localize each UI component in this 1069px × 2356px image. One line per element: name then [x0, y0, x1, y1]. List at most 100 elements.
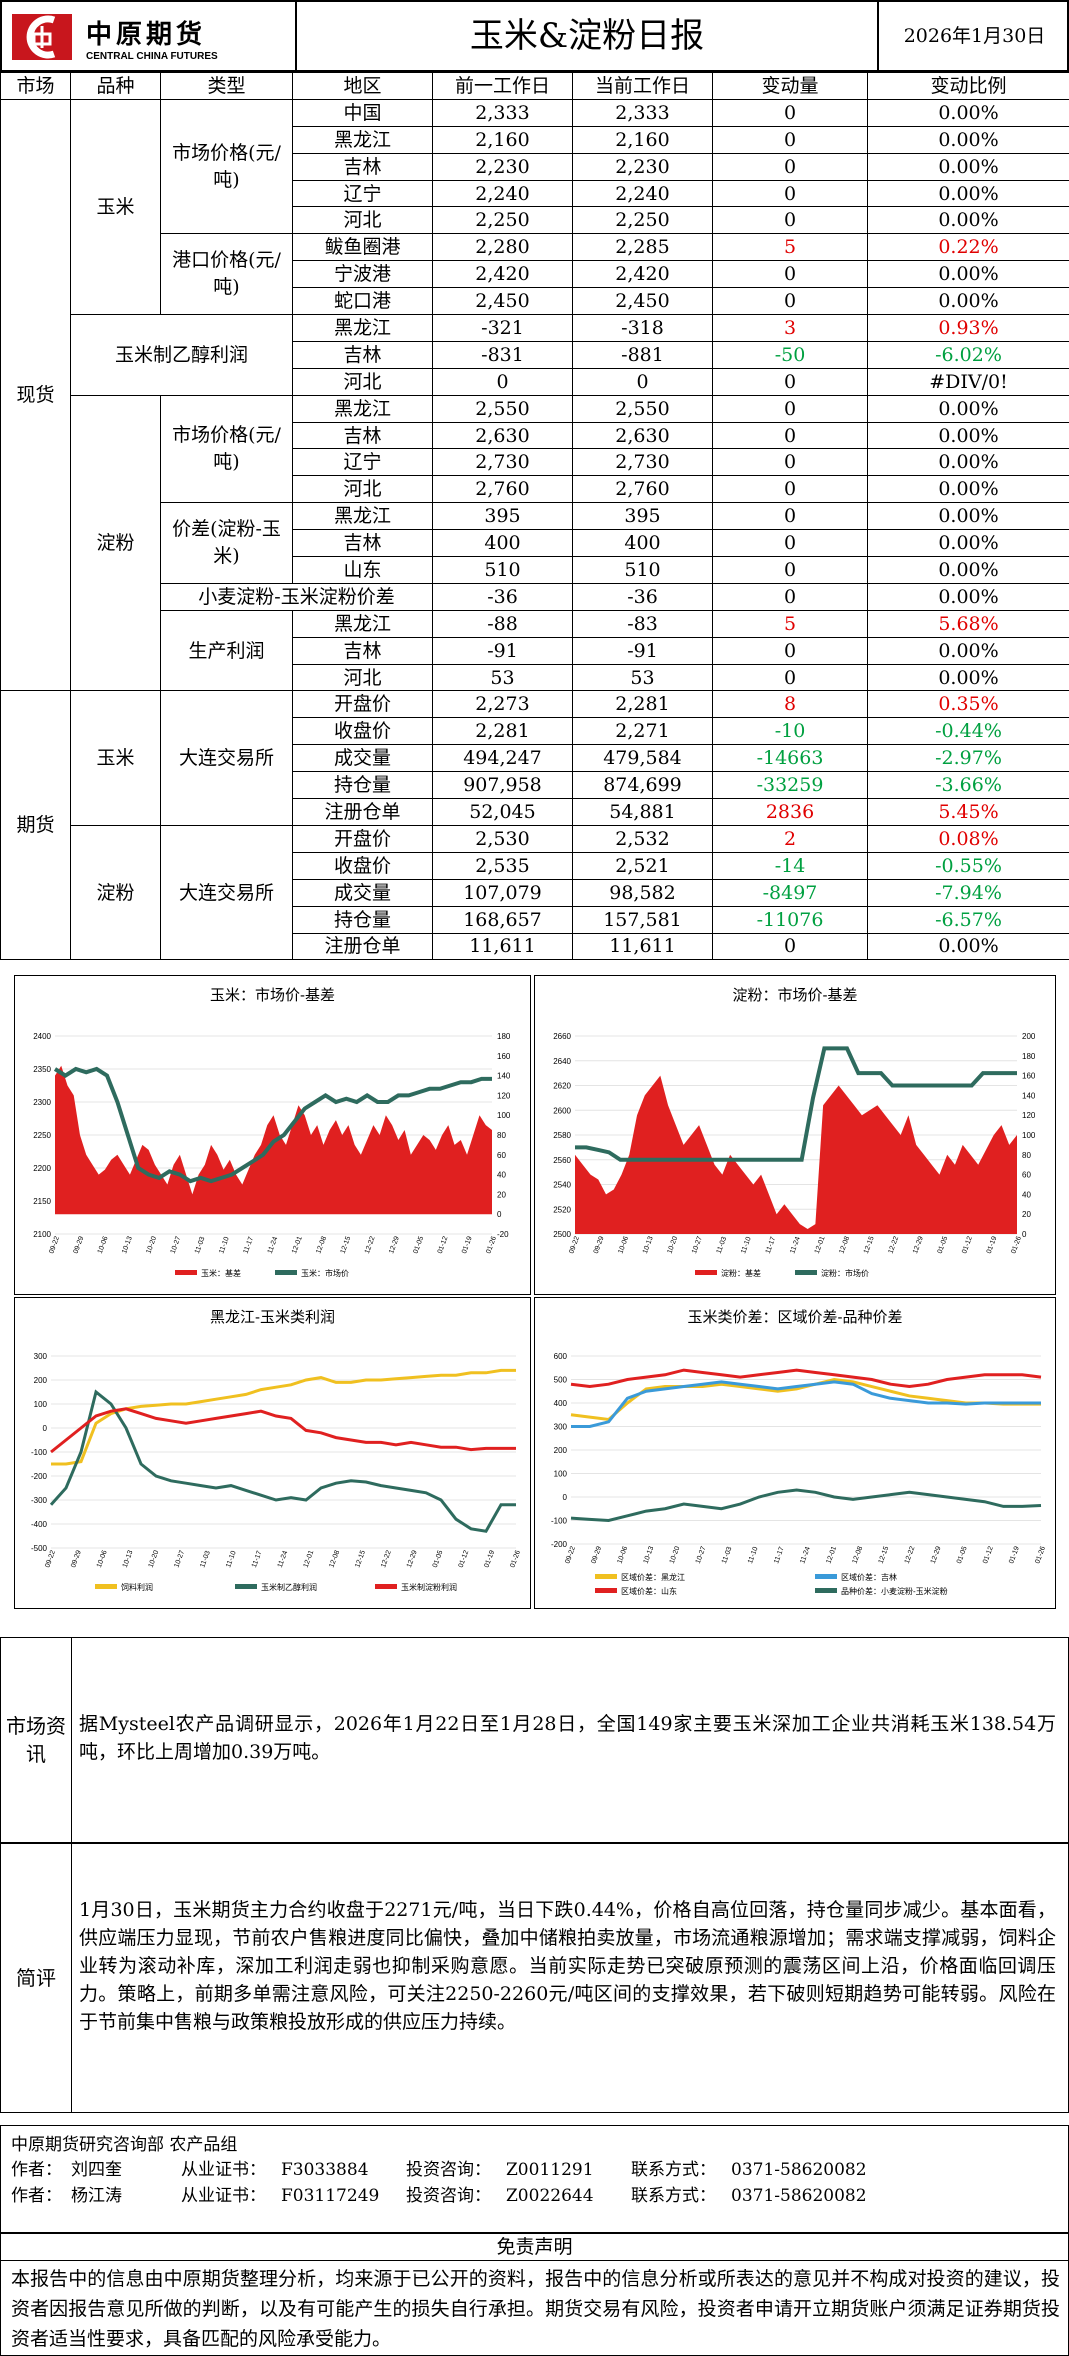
consult-number: Z0022644: [506, 2186, 594, 2206]
x-tick-label: 12-22: [364, 1235, 377, 1254]
legend-swatch: [815, 1574, 837, 1579]
chart-spread: 玉米类价差：区域价差-品种价差 -200 -100 0 100 200 300 400 500 6…: [534, 1297, 1056, 1609]
change-value: 0: [712, 475, 868, 504]
current-value: -83: [572, 609, 713, 638]
region-cell: 中国: [292, 98, 433, 127]
change-value: 0: [712, 152, 868, 181]
current-value: -318: [572, 314, 713, 342]
column-header: 市场: [0, 72, 71, 100]
legend-label: 淀粉：市场价: [821, 1268, 869, 1278]
type-label: 市场价格(元/吨): [160, 394, 293, 504]
prev-value: 2,273: [432, 690, 573, 719]
x-tick-label: 12-29: [912, 1235, 925, 1254]
x-tick-label: 11-24: [277, 1550, 290, 1569]
product-label: 淀粉: [70, 394, 161, 692]
y-tick-label: 0: [43, 1424, 48, 1433]
change-percent: -0.44%: [867, 717, 1069, 746]
x-tick-label: 01-05: [956, 1545, 969, 1564]
change-value: 0: [712, 394, 868, 423]
company-logo-icon: [12, 14, 72, 60]
y-tick-label: 2660: [553, 1032, 571, 1041]
x-tick-label: 11-24: [267, 1236, 280, 1255]
change-value: 8: [712, 690, 868, 719]
change-value: 0: [712, 179, 868, 208]
table-row: 吉林 2,230 2,230 0 0.00%: [1, 152, 1069, 181]
current-value: 53: [572, 663, 713, 692]
table-row: 玉米制乙醇利润 黑龙江 -321 -318 3 0.93%: [1, 314, 1069, 396]
prev-value: 2,250: [432, 206, 573, 235]
change-value: 0: [712, 636, 868, 665]
x-tick-label: 12-22: [380, 1549, 393, 1568]
x-tick-label: 10-20: [145, 1235, 158, 1254]
column-header: 变动比例: [867, 72, 1069, 100]
current-value: 11,611: [572, 932, 713, 961]
review-text: 1月30日，玉米期货主力合约收盘于2271元/吨，当日下跌0.44%，价格自高位…: [79, 1899, 1056, 2033]
author-row: 作者： 杨江涛 从业证书： F03117249 投资咨询： Z0022644 联…: [11, 2183, 1051, 2209]
change-percent: 0.22%: [867, 233, 1069, 262]
x-tick-label: 10-20: [667, 1235, 680, 1254]
column-header: 类型: [160, 72, 293, 100]
change-value: 2836: [712, 798, 868, 826]
table-row: 河北 2,250 2,250 0 0.00%: [1, 206, 1069, 235]
table-row: 淀粉 市场价格(元/吨) 黑龙江 2,550 2,550 0 0.00%: [1, 394, 1069, 692]
item-cell: 成交量: [292, 878, 433, 907]
cert-number: F03117249: [281, 2186, 380, 2206]
chart-title: 黑龙江-玉米类利润: [210, 1309, 335, 1326]
change-value: 0: [712, 932, 868, 961]
cert-number: F3033884: [281, 2160, 369, 2180]
author-name: 刘四奎: [71, 2160, 122, 2180]
series-line: [575, 1046, 1017, 1162]
price-table: 市场 品种 类型 地区 前一工作日 当前工作日 变动量 变动比例 现货 玉米 市场价格(元/吨) 中国…: [0, 72, 1069, 961]
item-cell: 持仓量: [292, 905, 433, 934]
author-footer: 中原期货研究咨询部 农产品组 作者： 刘四奎 从业证书： F3033884 投资…: [0, 2125, 1069, 2233]
x-tick-label: 10-27: [695, 1545, 708, 1564]
y2-tick-label: 40: [497, 1171, 506, 1180]
table-row: 成交量 107,079 98,582 -8497 -7.94%: [1, 878, 1069, 907]
cert-label: 从业证书：: [181, 2160, 266, 2180]
x-tick-label: 10-13: [642, 1235, 655, 1254]
prev-value: 2,530: [432, 824, 573, 853]
x-tick-label: 12-29: [406, 1549, 419, 1568]
change-value: 0: [712, 556, 868, 584]
legend-swatch: [175, 1270, 197, 1275]
y2-tick-label: 140: [1022, 1091, 1036, 1100]
current-value: 400: [572, 529, 713, 558]
region-cell: 河北: [292, 367, 433, 396]
author-label: 作者：: [11, 2186, 62, 2206]
current-value: 2,420: [572, 260, 713, 289]
prev-value: 2,281: [432, 717, 573, 746]
current-value: 2,730: [572, 448, 713, 477]
x-tick-label: 09-29: [590, 1545, 603, 1564]
current-value: -881: [572, 340, 713, 369]
change-percent: 0.00%: [867, 475, 1069, 504]
exchange-label: 大连交易所: [160, 824, 293, 961]
x-tick-label: 11-10: [740, 1236, 753, 1255]
change-percent: 0.00%: [867, 448, 1069, 477]
region-cell: 河北: [292, 663, 433, 692]
table-row: 吉林 400 400 0 0.00%: [1, 529, 1069, 558]
current-value: 2,760: [572, 475, 713, 504]
y2-tick-label: 60: [1022, 1171, 1031, 1180]
contact-number: 0371-58620082: [731, 2186, 867, 2206]
x-tick-label: 12-15: [340, 1235, 353, 1254]
current-value: 54,881: [572, 798, 713, 826]
legend-swatch: [695, 1270, 717, 1275]
x-tick-label: 11-17: [243, 1236, 256, 1255]
x-tick-label: 10-27: [170, 1235, 183, 1254]
y-tick-label: 2400: [33, 1032, 51, 1041]
type-label: 市场价格(元/吨): [160, 98, 293, 235]
table-row: 黑龙江 2,160 2,160 0 0.00%: [1, 125, 1069, 154]
prev-value: 2,230: [432, 152, 573, 181]
series-line: [571, 1380, 1041, 1428]
x-tick-label: 11-17: [765, 1236, 778, 1255]
market-futures-label: 期货: [0, 690, 71, 961]
y-tick-label: -100: [551, 1517, 568, 1526]
region-cell: 吉林: [292, 152, 433, 181]
y2-tick-label: 80: [497, 1131, 506, 1140]
y2-tick-label: 160: [497, 1052, 511, 1061]
table-row: 河北 0 0 0 #DIV/0!: [1, 367, 1069, 396]
change-percent: 0.00%: [867, 663, 1069, 692]
x-tick-label: 12-01: [825, 1545, 838, 1564]
cert-label: 从业证书：: [181, 2186, 266, 2206]
x-tick-label: 10-13: [121, 1235, 134, 1254]
